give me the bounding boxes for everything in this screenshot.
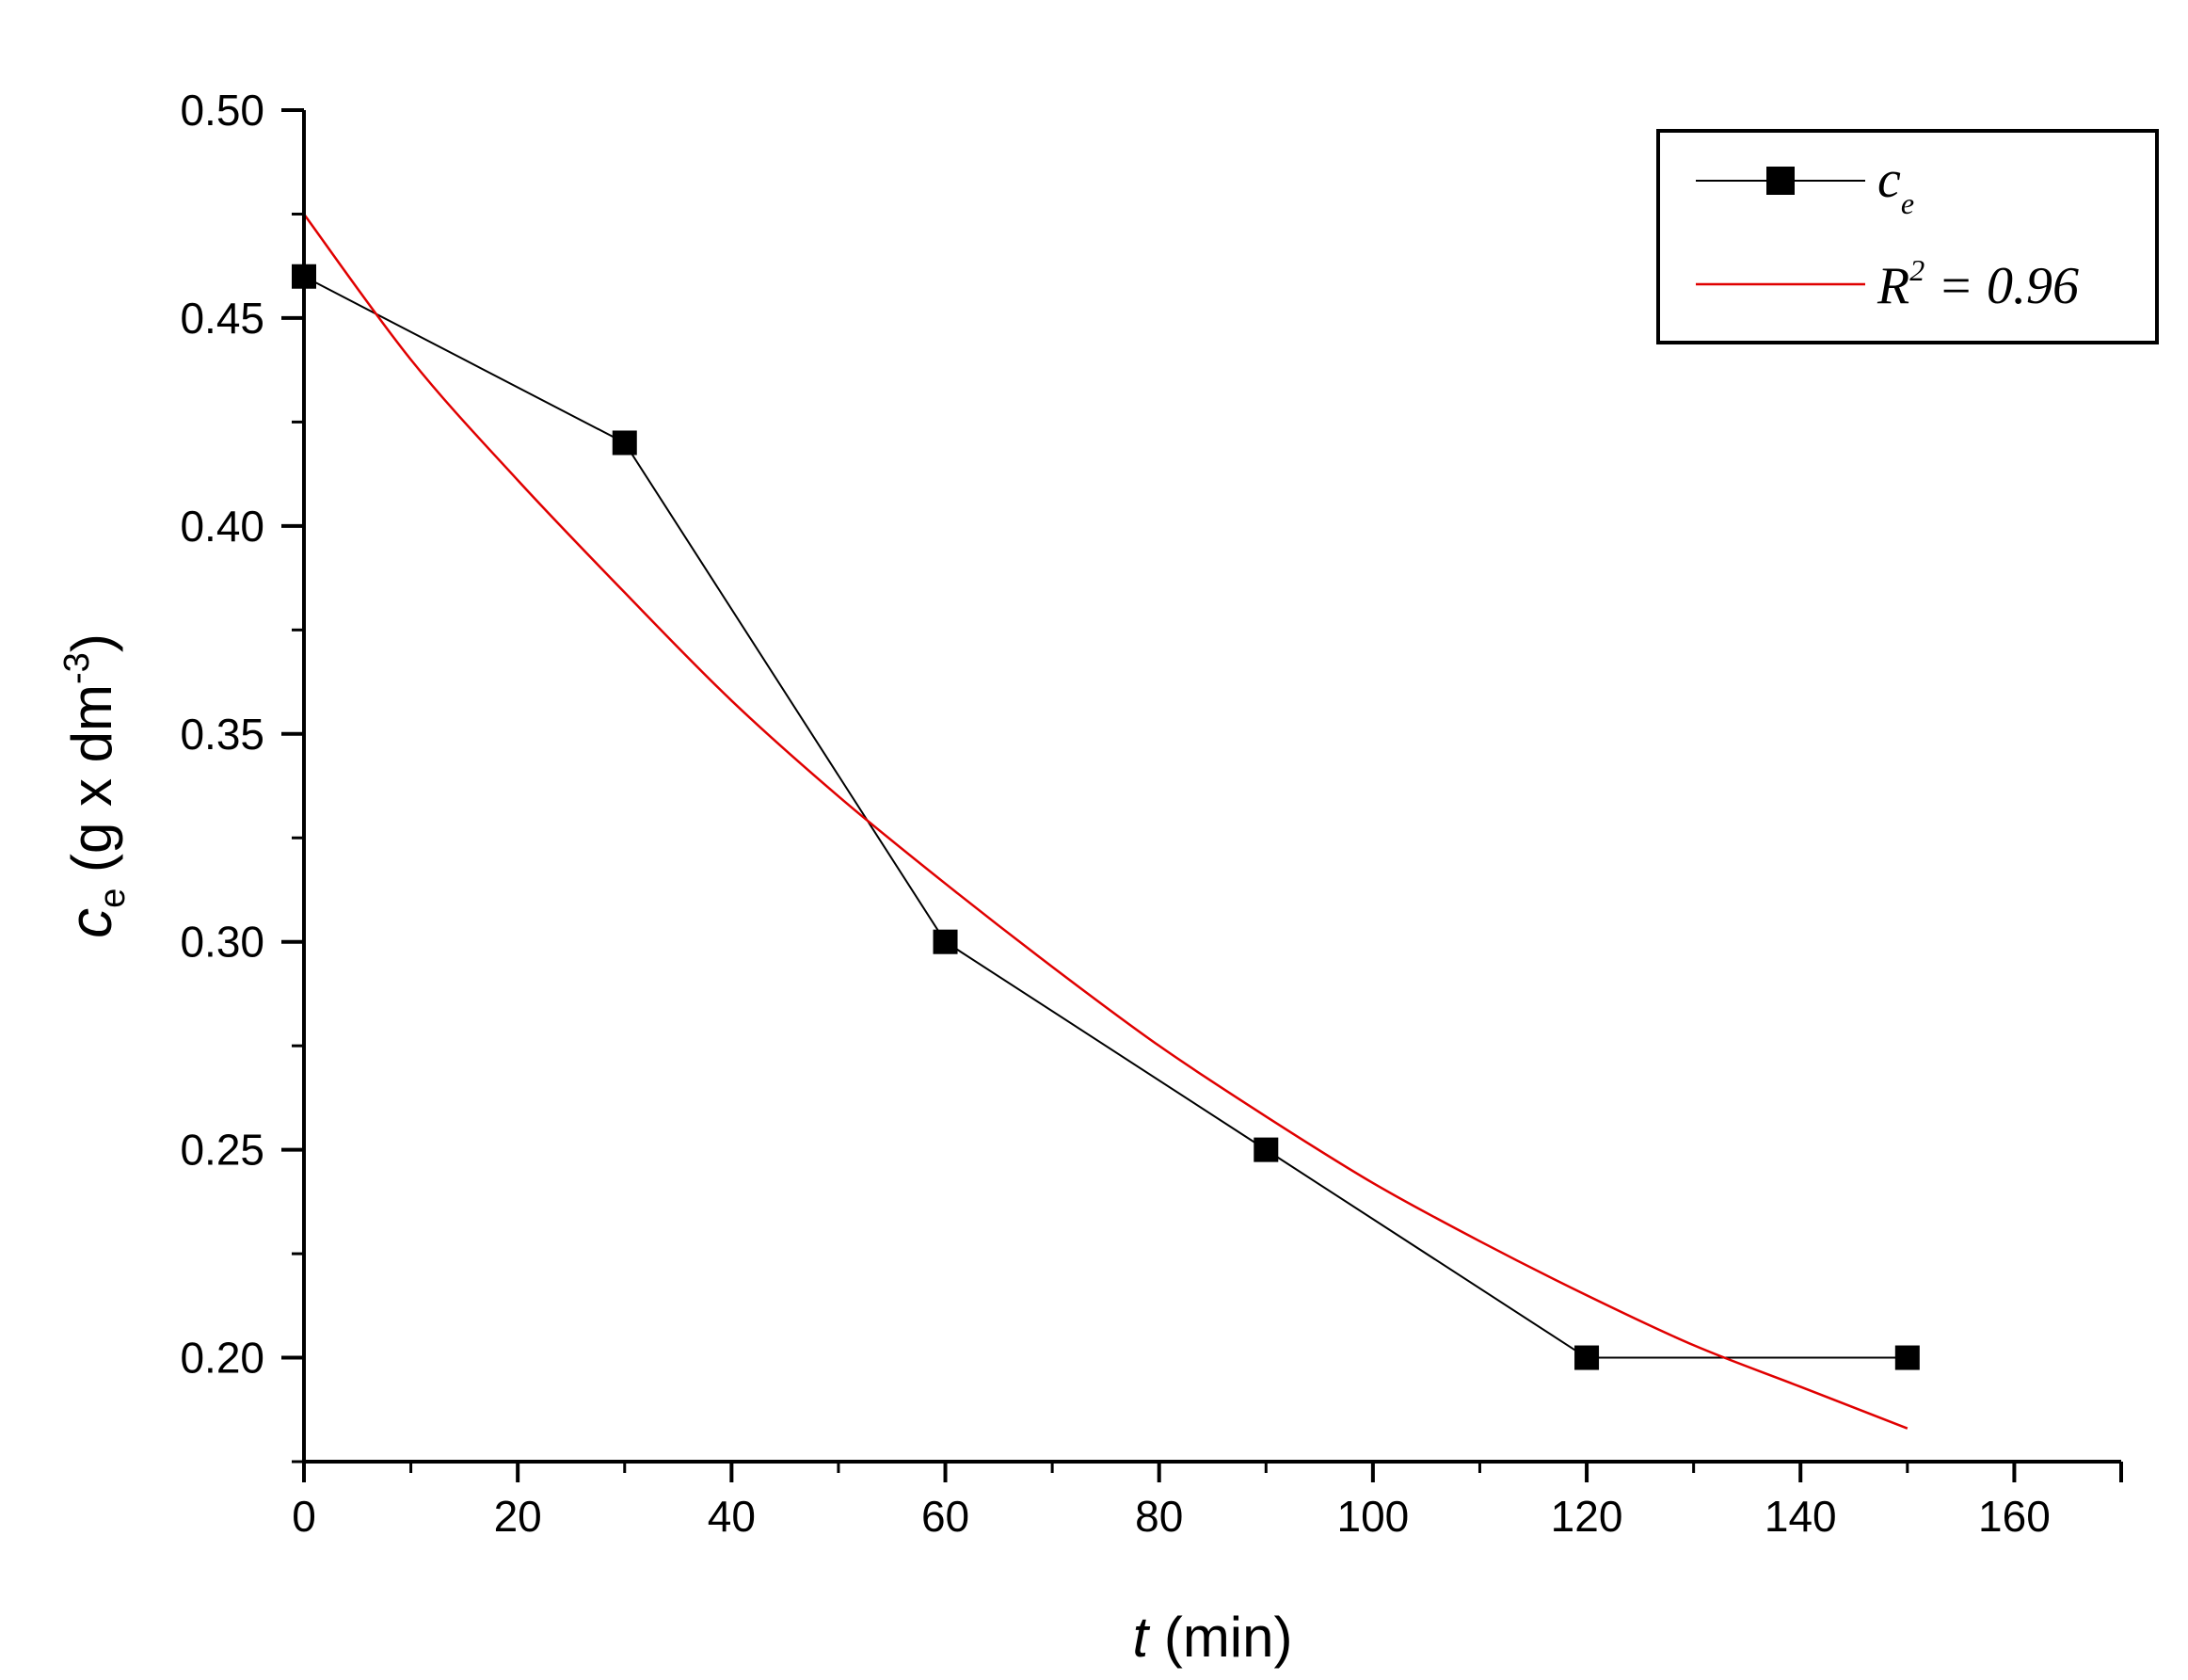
series-c_e <box>292 264 1920 1370</box>
x-tick-label: 80 <box>1135 1492 1183 1541</box>
plot-layer <box>292 213 1920 1430</box>
axes: 0 20 40 60 80 100 120 140 160 0.20 0.25 0.30 0.35 0.4… <box>56 86 2123 1669</box>
data-point-marker <box>933 929 958 954</box>
y-tick-label: 0.30 <box>180 918 264 967</box>
y-tick-label: 0.45 <box>180 294 264 343</box>
y-axis-label: ce (g x dm-3) <box>56 633 133 938</box>
legend-label-ce: ce <box>1877 151 1914 220</box>
legend: ce R2 = 0.96 <box>1656 129 2159 344</box>
x-tick-label: 0 <box>292 1492 316 1541</box>
fit-curve <box>302 213 1909 1430</box>
x-tick-label: 60 <box>921 1492 969 1541</box>
x-tick-label: 140 <box>1765 1492 1837 1541</box>
series-fit <box>302 213 1909 1430</box>
x-tick-label: 20 <box>494 1492 542 1541</box>
x-tick-label: 40 <box>708 1492 756 1541</box>
x-tick-label: 100 <box>1337 1492 1410 1541</box>
y-tick-label: 0.35 <box>180 710 264 759</box>
legend-box <box>1656 129 2159 344</box>
x-axis-label: t (min) <box>1133 1606 1293 1669</box>
legend-swatch-marker <box>1766 167 1795 195</box>
data-point-marker <box>1574 1345 1600 1370</box>
y-tick-label: 0.25 <box>180 1126 264 1175</box>
data-point-marker <box>612 430 637 456</box>
data-point-marker <box>1254 1137 1279 1162</box>
data-point-marker <box>1894 1345 1920 1370</box>
series-line-ce <box>303 275 1908 1359</box>
x-tick-label: 160 <box>1978 1492 2051 1541</box>
x-tick-label: 120 <box>1551 1492 1623 1541</box>
y-tick-label: 0.40 <box>180 502 264 551</box>
y-tick-label: 0.50 <box>180 86 264 135</box>
y-tick-label: 0.20 <box>180 1334 264 1383</box>
legend-label-fit: R2 = 0.96 <box>1877 253 2079 315</box>
